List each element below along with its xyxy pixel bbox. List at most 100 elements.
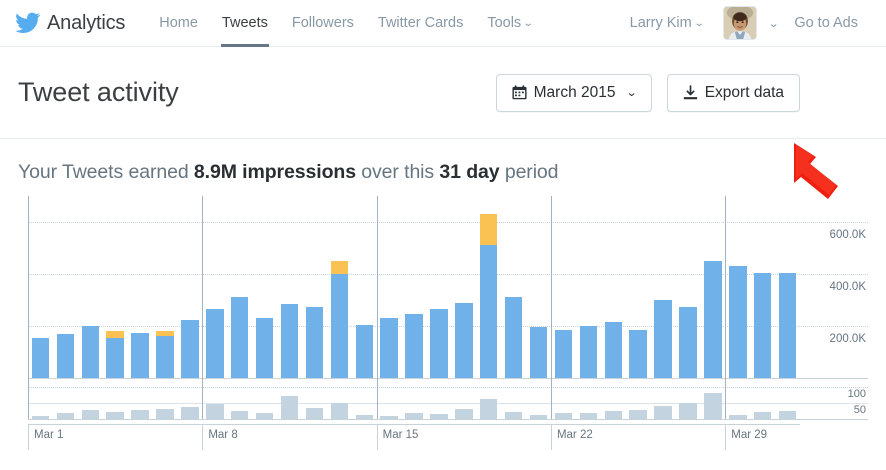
nav-link-home[interactable]: Home <box>147 0 210 47</box>
avatar[interactable] <box>723 6 758 40</box>
engagement-bar-slot[interactable] <box>277 378 302 419</box>
engagement-bar-slot[interactable] <box>227 378 252 419</box>
engagement-bar <box>455 408 473 419</box>
engagement-bar-slot[interactable] <box>526 378 551 419</box>
nav-link-tools[interactable]: Tools ⌄ <box>475 0 544 47</box>
impression-bar-slot[interactable] <box>252 196 277 378</box>
x-tick-label: Mar 22 <box>550 424 593 450</box>
organic-impressions-segment <box>206 309 224 378</box>
engagement-bar-slot[interactable] <box>402 378 427 419</box>
engagement-bar-slot[interactable] <box>476 378 501 419</box>
engagement-bar-slot[interactable] <box>576 378 601 419</box>
promoted-impressions-segment <box>330 261 349 274</box>
engagement-bar-slot[interactable] <box>451 378 476 419</box>
engagement-bar-slot[interactable] <box>700 378 725 419</box>
engagement-bar <box>255 412 274 419</box>
export-data-button[interactable]: Export data <box>666 73 800 112</box>
organic-impressions-segment <box>704 261 722 378</box>
engagement-bar-slot[interactable] <box>128 378 153 419</box>
impression-bar-slot[interactable] <box>775 196 800 378</box>
impression-bar-slot[interactable] <box>626 196 651 378</box>
impression-bar-slot[interactable] <box>53 196 78 378</box>
impression-bar-slot[interactable] <box>750 196 775 378</box>
engagement-bar <box>330 402 349 419</box>
impression-bar-slot[interactable] <box>501 196 526 378</box>
engagement-bar-slot[interactable] <box>626 378 651 419</box>
calendar-icon <box>512 85 527 100</box>
brand-logo[interactable]: Analytics <box>14 12 125 35</box>
engagement-bar <box>480 399 498 419</box>
engagement-bar-slot[interactable] <box>252 378 277 419</box>
engagement-bar-slot[interactable] <box>601 378 626 419</box>
nav-link-followers-label: Followers <box>291 14 354 31</box>
impression-bar-slot[interactable] <box>427 196 452 378</box>
engagement-bar-slot[interactable] <box>750 378 775 419</box>
organic-impressions-segment <box>679 306 697 378</box>
engagement-bar-slot[interactable] <box>501 378 526 419</box>
impression-bar-slot[interactable] <box>451 196 476 378</box>
summary-line: Your Tweets earned 8.9M impressions over… <box>0 139 886 196</box>
nav-link-twitter-cards[interactable]: Twitter Cards <box>366 0 475 47</box>
engagement-bar <box>405 412 423 419</box>
impression-bar-slot[interactable] <box>476 196 501 378</box>
impression-bar-slot[interactable] <box>551 196 576 378</box>
header-actions: March 2015 ⌄ Export data <box>495 73 868 112</box>
engagements-plot <box>28 378 800 419</box>
nav-link-tweets[interactable]: Tweets <box>210 0 280 47</box>
impression-bar-slot[interactable] <box>103 196 128 378</box>
engagement-bar-slot[interactable] <box>427 378 452 419</box>
impression-bar-slot[interactable] <box>227 196 252 378</box>
engagement-bar-slot[interactable] <box>551 378 576 419</box>
impressions-baseline <box>28 378 868 379</box>
impression-bar-slot[interactable] <box>128 196 153 378</box>
impression-bar-slot[interactable] <box>377 196 402 378</box>
gridline-impressions-200.0K <box>28 326 868 327</box>
engagement-bar-slot[interactable] <box>676 378 701 419</box>
impression-bar-slot[interactable] <box>576 196 601 378</box>
engagement-bar-slot[interactable] <box>202 378 227 419</box>
impression-bar-slot[interactable] <box>202 196 227 378</box>
nav-link-followers[interactable]: Followers <box>280 0 366 47</box>
engagement-bar <box>704 393 722 419</box>
date-range-button[interactable]: March 2015 ⌄ <box>495 73 652 112</box>
impression-bar-slot[interactable] <box>601 196 626 378</box>
engagement-bar-slot[interactable] <box>352 378 377 419</box>
engagement-bar-slot[interactable] <box>377 378 402 419</box>
engagement-bar-slot[interactable] <box>53 378 78 419</box>
engagement-bar-slot[interactable] <box>103 378 128 419</box>
engagement-bar <box>131 409 149 419</box>
impression-bar-slot[interactable] <box>526 196 551 378</box>
engagement-bar-slot[interactable] <box>28 378 53 419</box>
engagement-bar-slot[interactable] <box>177 378 202 419</box>
impression-bar-slot[interactable] <box>725 196 750 378</box>
engagement-bar-slot[interactable] <box>302 378 327 419</box>
chevron-down-icon: ⌄ <box>523 17 534 29</box>
nav-link-twitter-cards-label: Twitter Cards <box>377 14 464 31</box>
impression-bar-slot[interactable] <box>402 196 427 378</box>
impression-bar-slot[interactable] <box>28 196 53 378</box>
engagement-bar-slot[interactable] <box>775 378 800 419</box>
impression-bar-slot[interactable] <box>78 196 103 378</box>
organic-impressions-segment <box>355 324 373 378</box>
impression-bar-slot[interactable] <box>302 196 327 378</box>
engagement-bar <box>654 405 672 419</box>
engagement-bar <box>604 410 622 419</box>
impression-bar-slot[interactable] <box>177 196 202 378</box>
impression-bar-slot[interactable] <box>352 196 377 378</box>
engagement-bar-slot[interactable] <box>327 378 352 419</box>
go-to-ads-link[interactable]: Go to Ads <box>794 15 858 31</box>
impression-bar-slot[interactable] <box>676 196 701 378</box>
impression-bar-slot[interactable] <box>277 196 302 378</box>
impression-bar-slot[interactable] <box>651 196 676 378</box>
organic-impressions-segment <box>230 297 249 378</box>
impression-bar-slot[interactable] <box>700 196 725 378</box>
avatar-chevron-down-icon[interactable]: ⌄ <box>767 17 780 30</box>
impression-bar-slot[interactable] <box>153 196 178 378</box>
engagement-bar-slot[interactable] <box>651 378 676 419</box>
engagement-bar-slot[interactable] <box>725 378 750 419</box>
impression-bar-slot[interactable] <box>327 196 352 378</box>
engagement-bar-slot[interactable] <box>153 378 178 419</box>
user-menu-trigger[interactable]: Larry Kim ⌄ <box>622 15 711 31</box>
engagement-bar-slot[interactable] <box>78 378 103 419</box>
organic-impressions-segment <box>455 302 473 378</box>
